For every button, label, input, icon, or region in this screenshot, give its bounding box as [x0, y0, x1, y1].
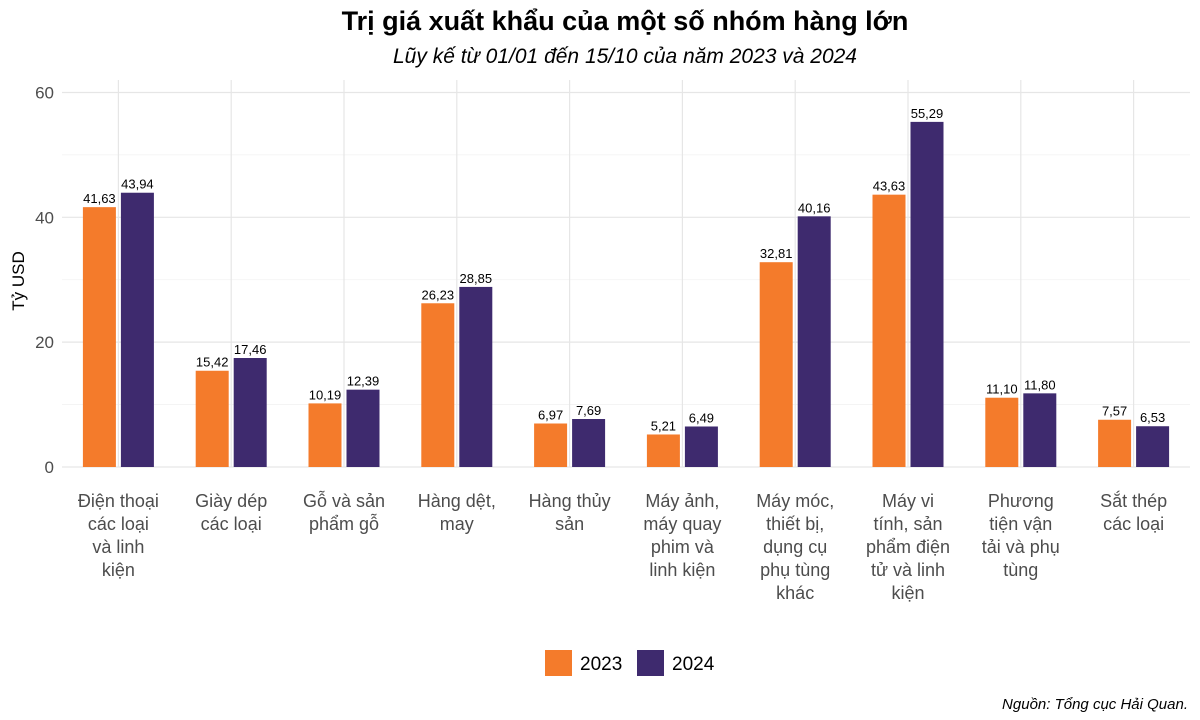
data-label-2024: 11,80: [1024, 377, 1056, 392]
x-tick-label: Máy ảnh, máy quay phim và linh kiện: [643, 491, 721, 580]
legend-label-2023: 2023: [580, 654, 622, 675]
data-label-2023: 6,97: [538, 407, 563, 422]
data-label-2023: 15,42: [196, 355, 229, 370]
bar-2023: [759, 262, 793, 467]
data-label-2024: 17,46: [234, 342, 267, 357]
bar-2024: [1023, 393, 1057, 467]
bar-2024: [797, 216, 831, 467]
bar-2024: [233, 358, 267, 467]
x-tick-label: Máy móc, thiết bị, dụng cụ phụ tùng khác: [756, 491, 834, 603]
legend-swatch-2024: [637, 650, 664, 676]
bars: 41,63 43,94 15,42 17,46 10,19 12,39 26,23 28,85…: [82, 106, 1170, 467]
data-label-2024: 6,53: [1140, 410, 1165, 425]
y-axis: 0 20 40 60: [35, 83, 54, 477]
y-tick-label: 20: [35, 333, 54, 352]
bar-2023: [872, 194, 906, 467]
bar-2023: [646, 434, 680, 467]
bar-2024: [1136, 426, 1170, 467]
bar-2024: [910, 121, 944, 467]
bar-2023: [82, 207, 116, 467]
bar-2024: [346, 389, 380, 467]
chart-title: Trị giá xuất khẩu của một số nhóm hàng l…: [342, 6, 909, 36]
x-tick-label: Máy vi tính, sản phẩm điện tử và linh kiện: [866, 491, 950, 603]
data-label-2023: 10,19: [309, 387, 342, 402]
bar-2023: [421, 303, 455, 467]
data-label-2024: 40,16: [798, 200, 831, 215]
y-tick-label: 60: [35, 83, 54, 102]
data-label-2024: 12,39: [347, 374, 380, 389]
x-tick-label: Hàng thủy sản: [529, 491, 611, 534]
bar-2023: [534, 423, 568, 467]
data-label-2024: 6,49: [689, 410, 714, 425]
data-label-2024: 55,29: [911, 106, 944, 121]
y-tick-label: 40: [35, 208, 54, 227]
data-label-2023: 32,81: [760, 246, 793, 261]
bar-2024: [120, 192, 154, 467]
bar-2023: [985, 397, 1019, 467]
x-tick-label: Phương tiện vận tải và phụ tùng: [982, 491, 1060, 580]
bar-2023: [308, 403, 342, 467]
bar-2023: [195, 370, 229, 467]
bar-2024: [572, 418, 606, 467]
x-axis: Điện thoại các loại và linh kiện Giày dép các…: [78, 490, 1167, 603]
data-label-2023: 43,63: [873, 179, 906, 194]
data-label-2023: 5,21: [651, 418, 676, 433]
chart-subtitle: Lũy kế từ 01/01 đến 15/10 của năm 2023 v…: [393, 45, 857, 68]
data-label-2023: 11,10: [986, 382, 1018, 397]
legend: 2023 2024: [545, 650, 715, 676]
bar-2023: [1098, 419, 1132, 467]
data-label-2023: 26,23: [422, 287, 455, 302]
legend-label-2024: 2024: [672, 654, 715, 675]
x-tick-label: Sắt thép các loại: [1100, 490, 1167, 534]
y-axis-label: Tỷ USD: [9, 251, 28, 311]
grid-lines: [62, 80, 1190, 468]
bar-2024: [684, 426, 718, 467]
x-tick-label: Hàng dệt, may: [418, 491, 496, 534]
data-label-2023: 41,63: [83, 191, 116, 206]
x-tick-label: Giày dép các loại: [195, 491, 267, 534]
data-label-2024: 7,69: [576, 403, 601, 418]
data-label-2023: 7,57: [1102, 404, 1127, 419]
legend-swatch-2023: [545, 650, 572, 676]
data-label-2024: 28,85: [460, 271, 493, 286]
data-label-2024: 43,94: [121, 177, 154, 192]
bar-2024: [459, 286, 493, 467]
x-tick-label: Gỗ và sản phẩm gỗ: [303, 490, 385, 534]
y-tick-label: 0: [45, 458, 54, 477]
x-tick-label: Điện thoại các loại và linh kiện: [78, 491, 159, 580]
source-note: Nguồn: Tổng cục Hải Quan.: [1002, 696, 1188, 713]
